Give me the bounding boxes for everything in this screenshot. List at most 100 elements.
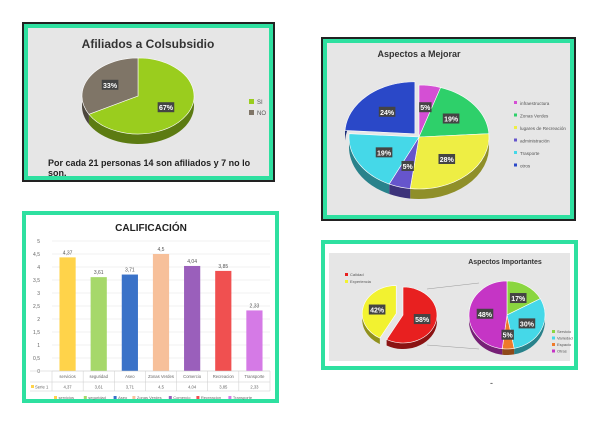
bar-data-label: 4,5	[158, 247, 165, 253]
afiliados-label-bg	[101, 79, 119, 90]
afiliados-data-label: 33%	[103, 83, 118, 90]
mejorar-label-bg	[401, 160, 414, 171]
table-cell: 3,61	[95, 385, 104, 390]
chart-title: Aspectos Importantes	[468, 259, 542, 266]
table-series-swatch	[31, 385, 34, 388]
bar-data-label: 3,71	[125, 268, 135, 274]
y-tick-label: 2	[37, 317, 40, 323]
chart-note: Por cada 21 personas 14 son afiliados y …	[48, 158, 251, 178]
legend-label: Transporte	[233, 395, 253, 400]
mejorar-label-bg	[375, 147, 393, 158]
importantes-right-label-bg	[476, 308, 494, 319]
legend-label: Servicio	[557, 329, 572, 334]
panel-afiliados: Afiliados a Colsubsidio 67% 33% SI NO Por …	[22, 22, 275, 182]
bar	[59, 257, 76, 371]
chart-title: Afiliados a Colsubsidio	[82, 37, 215, 51]
legend-label: Experiencia	[350, 279, 372, 284]
legend-label: Recreacion	[201, 395, 221, 400]
legend-swatch	[83, 396, 87, 399]
mejorar-slice	[418, 87, 490, 138]
mejorar-slice-side	[389, 184, 411, 199]
importantes-right-data-label: 5%	[503, 333, 514, 340]
connector-line	[426, 282, 480, 290]
importantes-right-label-bg	[509, 293, 527, 304]
y-tick-label: 3	[37, 291, 40, 297]
bar	[246, 310, 263, 371]
x-tick-label: Recreacion	[213, 374, 235, 379]
importantes-left-data-label: 58%	[415, 317, 430, 324]
mejorar-label-bg	[419, 102, 432, 113]
bar-data-label: 3,61	[94, 270, 104, 276]
mejorar-label-bg	[438, 153, 456, 164]
bar	[215, 270, 232, 371]
mejorar-slice-side	[349, 133, 390, 195]
y-tick-label: 1	[37, 343, 40, 349]
legend-swatch	[249, 110, 254, 115]
bar-data-label: 3,85	[218, 264, 228, 270]
table-cell: 4,37	[63, 385, 72, 390]
importantes-right-data-label: 17%	[511, 296, 526, 303]
x-tick-label: seguridad	[90, 374, 109, 379]
legend-swatch	[345, 280, 348, 283]
panel-aspectos-mejorar: Aspectos a Mejorar 5% 19% 28% 5% 19% 24% infr…	[321, 37, 576, 221]
legend-label: seguridad	[88, 395, 106, 400]
legend-label: Trasporte	[520, 151, 540, 156]
legend-swatch	[514, 113, 517, 117]
y-tick-label: 4	[37, 265, 40, 271]
x-tick-label: servicios	[59, 374, 75, 379]
calificacion-bar-chart: CALIFICACIÓN 0 0,5 1 1,5 2 2,5 3 3,5 4 4,5 5 4,37 3…	[30, 221, 271, 400]
mejorar-label-bg	[442, 113, 460, 124]
mejorar-data-label: 28%	[440, 157, 455, 164]
stray-mark: -	[490, 378, 493, 388]
mejorar-data-label: 24%	[380, 110, 395, 117]
afiliados-label-bg	[157, 102, 175, 113]
legend-swatch	[514, 163, 517, 167]
mejorar-slice	[348, 133, 420, 185]
bar	[90, 277, 107, 371]
legend-label: NO	[257, 111, 266, 117]
legend-swatch	[168, 396, 172, 399]
table-series-label: Serie 1	[35, 385, 49, 390]
importantes-left-label-bg	[413, 314, 431, 325]
legend-label: SI	[257, 100, 263, 106]
legend-swatch	[514, 101, 517, 104]
importantes-right-data-label: 48%	[478, 312, 493, 319]
legend-swatch	[345, 273, 348, 276]
importantes-right-label-bg	[501, 329, 514, 340]
legend-swatch	[552, 330, 555, 333]
chart-title: Aspectos a Mejorar	[377, 49, 461, 59]
table-cell: 2,33	[250, 385, 259, 390]
mejorar-slice-side	[410, 133, 489, 200]
legend-swatch	[552, 349, 555, 353]
legend-swatch	[514, 151, 517, 154]
importantes-left-data-label: 42%	[370, 308, 385, 315]
bar	[184, 265, 201, 371]
panel-aspectos-importantes: Aspectos Importantes 58% 42% 17% 30% 5% 48% …	[321, 240, 578, 370]
connector-line	[426, 344, 480, 350]
legend-swatch	[132, 396, 136, 399]
mejorar-label-bg	[378, 106, 396, 117]
importantes-right-data-label: 30%	[520, 321, 535, 328]
y-tick-label: 2,5	[33, 304, 40, 310]
legend-label: infraestructura	[520, 101, 550, 106]
y-tick-label: 0,5	[33, 356, 40, 362]
legend-swatch	[113, 396, 117, 399]
panel-calificacion: CALIFICACIÓN 0 0,5 1 1,5 2 2,5 3 3,5 4 4,5 5 4,37 3…	[22, 211, 279, 403]
bar	[152, 254, 170, 371]
legend-swatch	[196, 396, 200, 399]
legend-label: Aseo	[118, 395, 128, 400]
legend-label: Comercio	[173, 395, 191, 400]
table-cell: 4,04	[188, 385, 197, 390]
mejorar-data-label: 5%	[420, 105, 431, 112]
legend-swatch	[514, 126, 517, 129]
legend-label: Calidad	[350, 272, 364, 277]
mejorar-data-label: 19%	[377, 150, 392, 157]
x-tick-label: Zonas Verdes	[148, 374, 174, 379]
bar	[121, 274, 138, 371]
x-tick-label: Aseo	[125, 374, 135, 379]
importantes-right-slice-side	[514, 298, 545, 355]
bar-data-label: 4,04	[187, 259, 197, 265]
legend-swatch	[249, 99, 254, 104]
mejorar-data-label: 19%	[444, 117, 459, 124]
table-cell: 4,5	[158, 385, 164, 390]
